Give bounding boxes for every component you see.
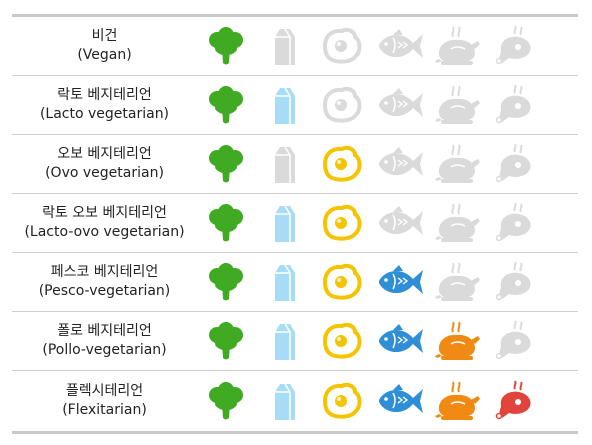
- food-icons: [197, 81, 545, 129]
- meat-icon: [487, 377, 545, 425]
- table-row: 폴로 베지테리언 (Pollo-vegetarian): [12, 312, 578, 371]
- chicken-icon: [429, 140, 487, 188]
- food-icons: [197, 22, 545, 70]
- table-row: 락토 베지테리언 (Lacto vegetarian): [12, 76, 578, 135]
- broccoli-icon: [197, 81, 255, 129]
- milk-carton-icon: [255, 81, 313, 129]
- fish-icon: [371, 22, 429, 70]
- diet-name-english: (Ovo vegetarian): [45, 165, 164, 181]
- diet-name-english: (Vegan): [77, 47, 132, 63]
- diet-name-korean: 폴로 베지테리언: [57, 323, 152, 339]
- diet-name-english: (Pesco-vegetarian): [38, 283, 171, 299]
- food-icons: [197, 140, 545, 188]
- fish-icon: [371, 199, 429, 247]
- broccoli-icon: [197, 377, 255, 425]
- diet-label: 락토 오보 베지테리언 (Lacto-ovo vegetarian): [12, 204, 197, 242]
- diet-name-korean: 락토 베지테리언: [57, 87, 152, 103]
- egg-icon: [313, 199, 371, 247]
- milk-carton-icon: [255, 317, 313, 365]
- broccoli-icon: [197, 317, 255, 365]
- diet-name-english: (Lacto-ovo vegetarian): [24, 224, 185, 240]
- diet-label: 플렉시테리언 (Flexitarian): [12, 382, 197, 420]
- diet-name-english: (Lacto vegetarian): [39, 106, 170, 122]
- milk-carton-icon: [255, 140, 313, 188]
- diet-name-korean: 페스코 베지테리언: [50, 264, 159, 280]
- broccoli-icon: [197, 22, 255, 70]
- broccoli-icon: [197, 258, 255, 306]
- broccoli-icon: [197, 199, 255, 247]
- broccoli-icon: [197, 140, 255, 188]
- meat-icon: [487, 140, 545, 188]
- fish-icon: [371, 317, 429, 365]
- egg-icon: [313, 81, 371, 129]
- diet-name-korean: 플렉시테리언: [65, 383, 144, 399]
- egg-icon: [313, 258, 371, 306]
- diet-table: 비건 (Vegan) 락토 베지테리언 (Lacto vegetarian) 오…: [12, 14, 578, 434]
- milk-carton-icon: [255, 199, 313, 247]
- fish-icon: [371, 81, 429, 129]
- table-row: 비건 (Vegan): [12, 17, 578, 76]
- diet-name-english: (Pollo-vegetarian): [42, 342, 167, 358]
- milk-carton-icon: [255, 22, 313, 70]
- diet-label: 오보 베지테리언 (Ovo vegetarian): [12, 145, 197, 183]
- milk-carton-icon: [255, 258, 313, 306]
- diet-name-korean: 비건: [91, 28, 118, 44]
- table-row: 오보 베지테리언 (Ovo vegetarian): [12, 135, 578, 194]
- diet-name-korean: 오보 베지테리언: [57, 146, 152, 162]
- fish-icon: [371, 377, 429, 425]
- egg-icon: [313, 140, 371, 188]
- meat-icon: [487, 22, 545, 70]
- egg-icon: [313, 377, 371, 425]
- chicken-icon: [429, 377, 487, 425]
- chicken-icon: [429, 81, 487, 129]
- diet-label: 페스코 베지테리언 (Pesco-vegetarian): [12, 263, 197, 301]
- diet-label: 락토 베지테리언 (Lacto vegetarian): [12, 86, 197, 124]
- food-icons: [197, 258, 545, 306]
- meat-icon: [487, 317, 545, 365]
- food-icons: [197, 199, 545, 247]
- chicken-icon: [429, 258, 487, 306]
- food-icons: [197, 317, 545, 365]
- fish-icon: [371, 140, 429, 188]
- table-row: 페스코 베지테리언 (Pesco-vegetarian): [12, 253, 578, 312]
- chicken-icon: [429, 22, 487, 70]
- food-icons: [197, 377, 545, 425]
- table-row: 락토 오보 베지테리언 (Lacto-ovo vegetarian): [12, 194, 578, 253]
- diet-label: 비건 (Vegan): [12, 27, 197, 65]
- fish-icon: [371, 258, 429, 306]
- egg-icon: [313, 317, 371, 365]
- meat-icon: [487, 199, 545, 247]
- table-row: 플렉시테리언 (Flexitarian): [12, 371, 578, 431]
- egg-icon: [313, 22, 371, 70]
- chicken-icon: [429, 199, 487, 247]
- milk-carton-icon: [255, 377, 313, 425]
- diet-label: 폴로 베지테리언 (Pollo-vegetarian): [12, 322, 197, 360]
- meat-icon: [487, 81, 545, 129]
- diet-name-korean: 락토 오보 베지테리언: [42, 205, 167, 221]
- diet-name-english: (Flexitarian): [62, 402, 147, 418]
- chicken-icon: [429, 317, 487, 365]
- meat-icon: [487, 258, 545, 306]
